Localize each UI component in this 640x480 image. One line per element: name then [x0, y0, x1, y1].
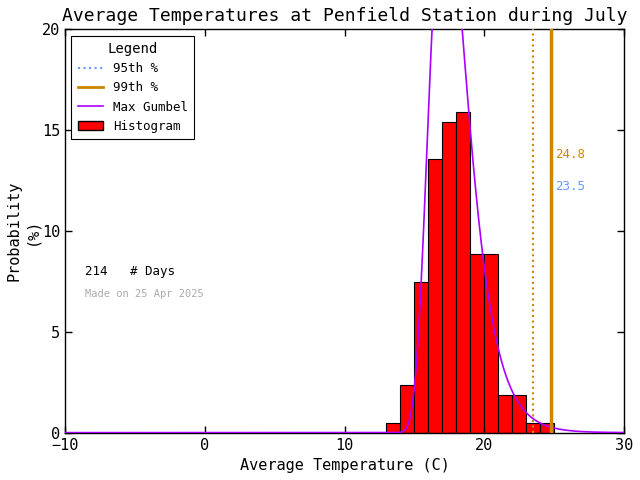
Text: 214   # Days: 214 # Days [84, 265, 175, 278]
Line: Max Gumbel: Max Gumbel [65, 0, 624, 432]
Bar [415, 282, 428, 432]
Text: 24.8: 24.8 [556, 148, 586, 161]
Bar [512, 395, 526, 432]
Max Gumbel [118, 430, 126, 435]
Bar [442, 121, 456, 432]
X-axis label: Average Temperature (C): Average Temperature (C) [239, 458, 449, 473]
Bar [401, 385, 415, 432]
Max Gumbel [61, 430, 69, 435]
Bar [456, 112, 470, 432]
Text: Made on 25 Apr 2025: Made on 25 Apr 2025 [84, 289, 204, 300]
Bar [387, 423, 401, 432]
Max Gumbel [307, 430, 315, 435]
Max Gumbel [508, 387, 515, 393]
Bar [484, 253, 498, 432]
Y-axis label: Probability
(%): Probability (%) [7, 181, 39, 281]
Bar [428, 159, 442, 432]
Max Gumbel [287, 430, 295, 435]
Bar [470, 253, 484, 432]
Bar [498, 395, 512, 432]
Bar [540, 423, 554, 432]
Bar [526, 423, 540, 432]
Legend: 95th %, 99th %, Max Gumbel, Histogram: 95th %, 99th %, Max Gumbel, Histogram [72, 36, 194, 139]
Text: 23.5: 23.5 [556, 180, 586, 193]
Title: Average Temperatures at Penfield Station during July: Average Temperatures at Penfield Station… [62, 7, 627, 25]
Max Gumbel [620, 430, 628, 435]
Max Gumbel [498, 358, 506, 364]
